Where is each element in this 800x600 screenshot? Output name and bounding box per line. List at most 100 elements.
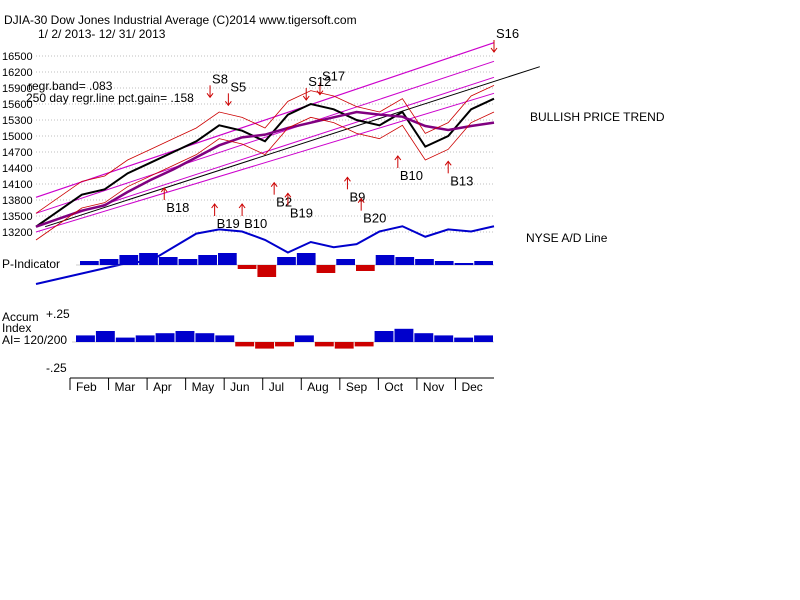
lower-envelope <box>35 111 495 241</box>
buy-arrowhead <box>344 176 351 182</box>
accum-bar <box>474 335 493 342</box>
p-indicator-bar <box>257 265 277 277</box>
accum-bar <box>294 335 314 342</box>
signal-b18: B18 <box>160 187 189 215</box>
accum-label-1: Accum <box>2 310 39 324</box>
accum-bar <box>454 337 474 342</box>
buy-arrowhead <box>444 160 452 166</box>
ad-line-series <box>35 225 495 285</box>
signal-b10: B10 <box>394 155 423 183</box>
buy-arrowhead <box>270 181 278 187</box>
x-tick-label: Nov <box>423 380 444 394</box>
y-tick-label: 15900 <box>2 83 33 95</box>
signal-label: B10 <box>400 168 423 183</box>
signal-label: S5 <box>230 79 246 94</box>
signal-s16: S16 <box>490 26 519 53</box>
signal-label: S8 <box>212 71 228 86</box>
sell-arrowhead <box>316 90 324 96</box>
accum-bar <box>414 333 434 342</box>
sell-arrowhead <box>490 47 498 53</box>
accum-bar <box>95 331 115 342</box>
p-indicator-bar <box>158 257 178 265</box>
y-tick-label: 16500 <box>2 51 33 63</box>
p-indicator-bar <box>99 259 119 265</box>
x-tick-label: Oct <box>384 380 403 394</box>
signal-label: B19 <box>290 205 313 220</box>
ad-line <box>35 225 495 285</box>
signal-b13: B13 <box>444 160 473 188</box>
p-indicator-bar <box>198 255 217 265</box>
p-indicator-bar <box>218 253 237 265</box>
p-indicator-bar <box>277 257 296 265</box>
p-indicator-series <box>76 253 494 277</box>
accum-bar <box>175 331 195 342</box>
buy-arrowhead <box>211 203 219 209</box>
accum-bar <box>155 333 175 342</box>
p-indicator-bar <box>395 257 415 265</box>
x-axis: Feb Mar Apr May Jun Jul Aug Sep Oct Nov Dec <box>69 377 494 394</box>
accum-bar <box>434 335 454 342</box>
band-line <box>35 42 495 198</box>
buy-arrowhead <box>284 192 292 198</box>
signal-b19: B19 <box>211 203 240 231</box>
accum-bar <box>275 342 294 347</box>
regr-band-label: regr.band= .083 <box>28 79 113 93</box>
accum-bar <box>354 342 374 347</box>
y-tick-label: 13800 <box>2 195 33 207</box>
x-tick-label: Dec <box>461 380 482 394</box>
p-indicator-bar <box>237 265 257 269</box>
accum-top-label: +.25 <box>46 307 70 321</box>
signal-label: B18 <box>166 200 189 215</box>
signal-label: S16 <box>496 26 519 41</box>
p-indicator-bar <box>356 265 375 271</box>
signal-label: S17 <box>322 69 345 84</box>
accum-bottom-label: -.25 <box>46 361 67 375</box>
p-indicator-bar <box>474 261 493 265</box>
signal-b20: B20 <box>357 197 386 226</box>
y-tick-label: 15300 <box>2 115 33 127</box>
p-indicator-bar <box>375 255 395 265</box>
accum-bar <box>334 342 354 349</box>
p-indicator-bar <box>434 261 454 265</box>
band-line <box>35 92 495 233</box>
accum-bar <box>255 342 275 349</box>
sell-arrowhead <box>302 95 310 101</box>
p-indicator-label: P-Indicator <box>2 257 60 271</box>
y-tick-label: 15600 <box>2 99 33 111</box>
signal-label: S12 <box>308 74 331 89</box>
trend-annotation: BULLISH PRICE TREND <box>530 110 665 124</box>
price-series <box>35 84 495 241</box>
x-tick-label: Aug <box>307 380 328 394</box>
signal-label: B13 <box>450 173 473 188</box>
signal-label: B20 <box>363 211 386 226</box>
signal-label: B10 <box>244 216 267 231</box>
accum-index-series <box>72 328 494 349</box>
buy-arrowhead <box>357 197 365 203</box>
accum-bar <box>235 342 255 347</box>
sell-arrowhead <box>206 93 214 99</box>
accum-bar <box>374 331 394 342</box>
x-tick-label: Feb <box>76 380 97 394</box>
upper-envelope <box>35 84 495 214</box>
accum-bar <box>314 342 334 347</box>
signal-b19: B19 <box>284 192 313 220</box>
y-tick-label: 14400 <box>2 163 33 175</box>
chart-title: DJIA-30 Dow Jones Industrial Average (C)… <box>4 13 357 27</box>
x-tick-label: Jul <box>269 380 284 394</box>
signal-s12: S12 <box>302 74 331 101</box>
signal-s17: S17 <box>316 69 345 96</box>
y-tick-label: 14700 <box>2 147 33 159</box>
buy-arrowhead <box>160 187 168 193</box>
x-tick-label: May <box>192 380 215 394</box>
accum-label-2: Index <box>2 321 31 335</box>
accum-bar <box>115 337 135 342</box>
buy-arrowhead <box>394 155 402 161</box>
trend-ma-line <box>35 110 495 228</box>
p-indicator-bar <box>296 253 316 265</box>
signal-s5: S5 <box>224 79 246 107</box>
accum-bar <box>135 335 155 342</box>
signal-s8: S8 <box>206 71 228 99</box>
accum-bar <box>76 335 95 342</box>
